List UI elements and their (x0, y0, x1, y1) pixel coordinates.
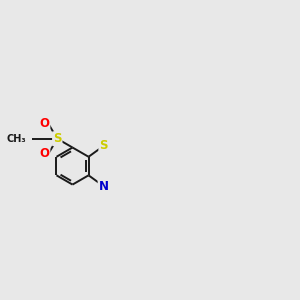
Text: S: S (53, 132, 61, 145)
Text: CH₃: CH₃ (6, 134, 26, 144)
Text: S: S (99, 140, 108, 152)
Text: N: N (99, 180, 109, 193)
Text: O: O (39, 117, 50, 130)
Text: O: O (39, 147, 50, 160)
